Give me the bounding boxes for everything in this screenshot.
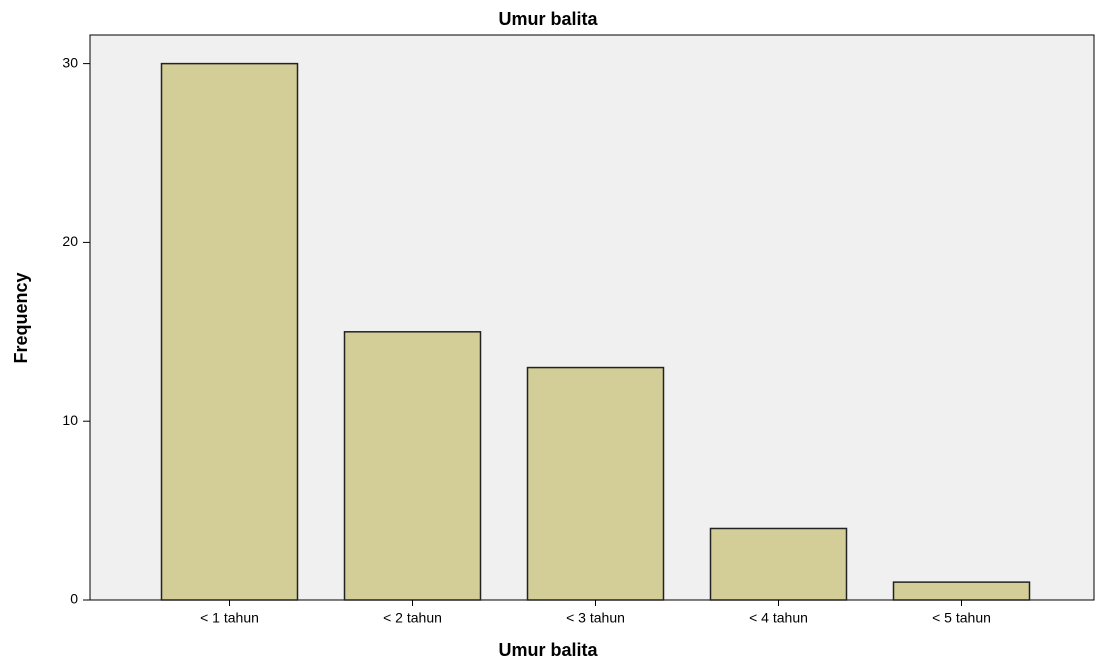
bar <box>343 331 482 601</box>
y-tick-label: 10 <box>62 412 78 428</box>
x-tick-label: < 3 tahun <box>566 610 625 626</box>
bar <box>892 581 1031 601</box>
x-tick-label: < 2 tahun <box>383 610 442 626</box>
bar <box>160 62 299 601</box>
y-axis-label: Frequency <box>11 272 31 363</box>
chart-title: Umur balita <box>498 9 598 29</box>
x-tick-label: < 4 tahun <box>749 610 808 626</box>
x-axis-label: Umur balita <box>498 640 598 660</box>
y-tick-label: 0 <box>70 591 78 607</box>
bar <box>709 527 848 601</box>
x-tick-label: < 1 tahun <box>200 610 259 626</box>
x-tick-label: < 5 tahun <box>932 610 991 626</box>
y-tick-label: 20 <box>62 233 78 249</box>
bar <box>526 366 665 601</box>
y-tick-label: 30 <box>62 54 78 70</box>
